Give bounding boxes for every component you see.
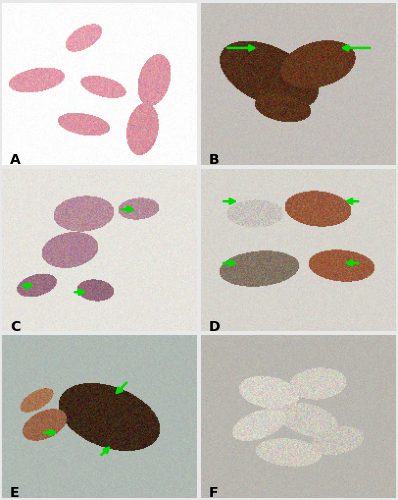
Text: A: A [10, 154, 21, 168]
Text: B: B [209, 154, 220, 168]
Text: C: C [10, 320, 20, 334]
Text: D: D [209, 320, 221, 334]
Text: E: E [10, 486, 19, 500]
Text: F: F [209, 486, 219, 500]
